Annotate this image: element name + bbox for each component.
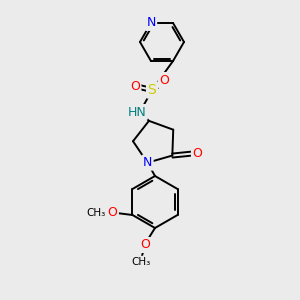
Text: O: O (107, 206, 117, 220)
Text: O: O (192, 147, 202, 160)
Text: CH₃: CH₃ (131, 257, 151, 267)
Text: S: S (148, 83, 156, 97)
Text: O: O (159, 74, 169, 86)
Text: O: O (130, 80, 140, 92)
Text: HN: HN (128, 106, 146, 118)
Text: N: N (143, 156, 152, 169)
Text: N: N (146, 16, 156, 29)
Text: O: O (140, 238, 150, 251)
Text: CH₃: CH₃ (87, 208, 106, 218)
